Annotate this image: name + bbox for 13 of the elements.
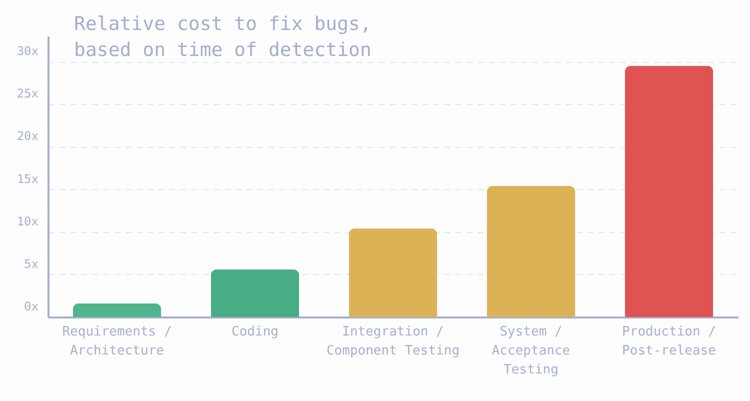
x-tick-label: Requirements / Architecture bbox=[62, 324, 172, 358]
x-tick-label: Production / Post-release bbox=[622, 324, 716, 358]
x-tick-label: Coding bbox=[232, 324, 278, 340]
y-tick-label: 30x bbox=[16, 44, 38, 58]
y-tick-label: 15x bbox=[16, 172, 38, 186]
x-tick-label: Integration / Component Testing bbox=[326, 324, 460, 358]
y-tick-label: 10x bbox=[16, 214, 38, 228]
x-tick-label: System / Acceptance Testing bbox=[492, 324, 570, 378]
chart-title: Relative cost to fix bugs, based on time of detection bbox=[74, 13, 372, 61]
y-tick-label: 25x bbox=[16, 86, 38, 101]
y-tick-label: 0x bbox=[24, 300, 38, 314]
y-tick-label: 20x bbox=[16, 129, 38, 144]
y-tick-label: 5x bbox=[24, 256, 38, 271]
